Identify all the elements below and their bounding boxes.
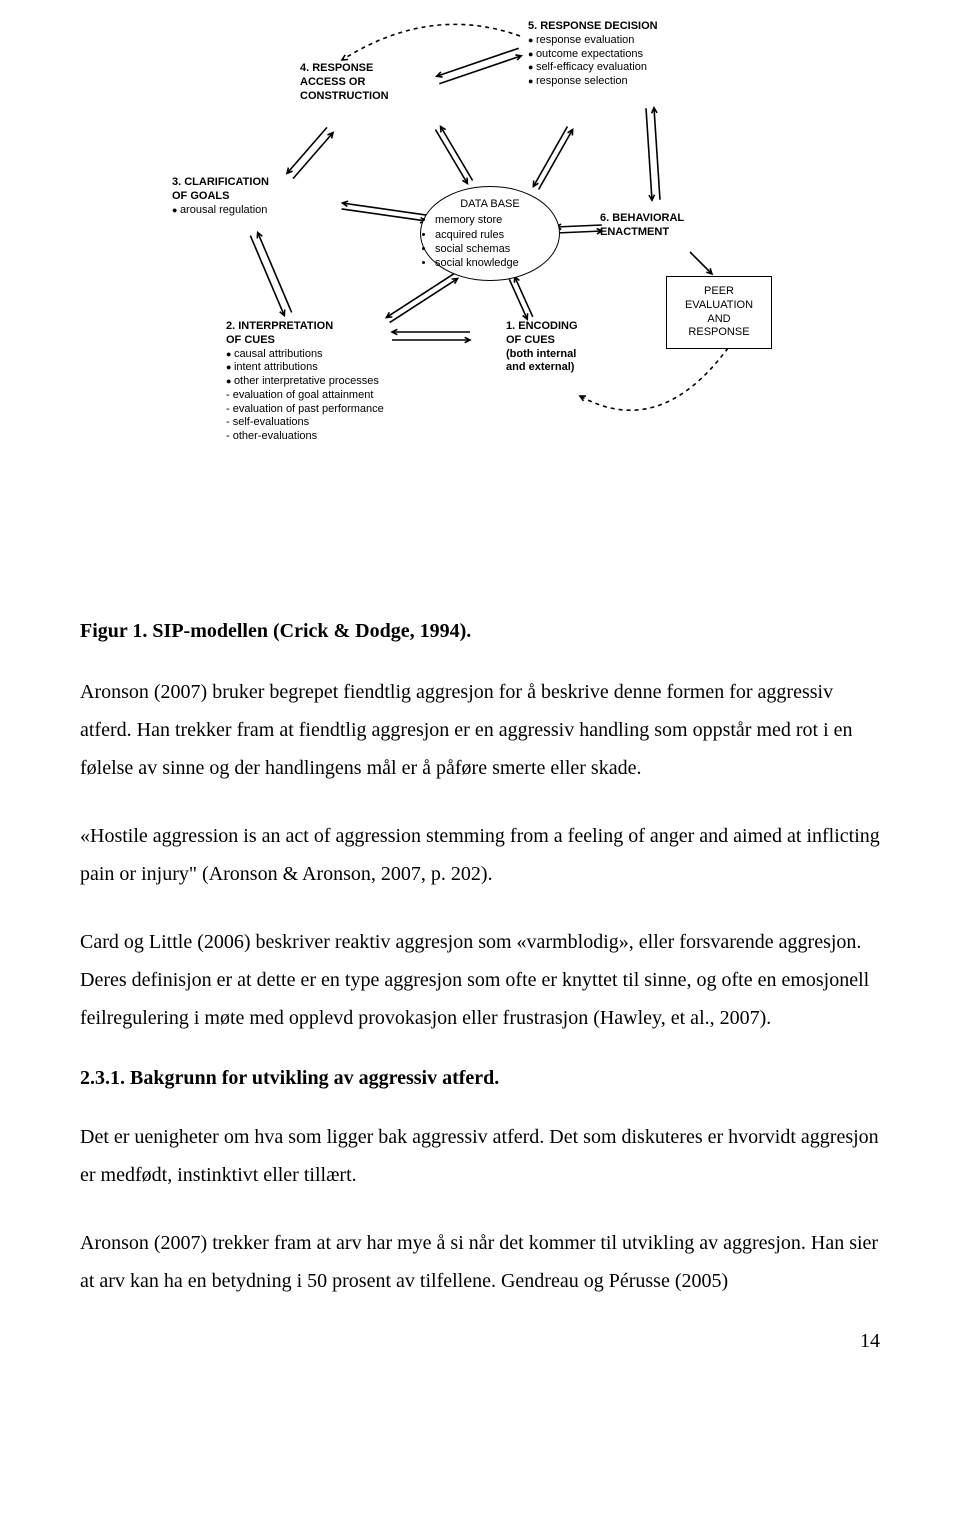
diagram-node-n5: 5. RESPONSE DECISIONresponse evaluationo…: [528, 20, 658, 89]
paragraph-5: Aronson (2007) trekker fram at arv har m…: [80, 1224, 880, 1300]
diagram-node-n1: 1. ENCODING OF CUES (both internal and e…: [506, 320, 578, 375]
paragraph-4: Det er uenigheter om hva som ligger bak …: [80, 1118, 880, 1194]
figure-caption: Figur 1. SIP-modellen (Crick & Dodge, 19…: [80, 620, 880, 643]
paragraph-3: Card og Little (2006) beskriver reaktiv …: [80, 923, 880, 1037]
diagram-node-n2: 2. INTERPRETATION OF CUEScausal attribut…: [226, 320, 384, 444]
sip-model-diagram: DATA BASEmemory storeacquired rulessocia…: [170, 20, 790, 580]
diagram-node-n4: 4. RESPONSE ACCESS OR CONSTRUCTION: [300, 62, 389, 103]
peer-evaluation-box: PEEREVALUATIONANDRESPONSE: [666, 276, 772, 349]
diagram-node-n6: 6. BEHAVIORAL ENACTMENT: [600, 212, 684, 240]
center-database-node: DATA BASEmemory storeacquired rulessocia…: [420, 186, 560, 281]
page-number: 14: [80, 1330, 880, 1353]
diagram-node-n3: 3. CLARIFICATION OF GOALSarousal regulat…: [172, 176, 269, 217]
paragraph-2-quote: «Hostile aggression is an act of aggress…: [80, 817, 880, 893]
paragraph-1: Aronson (2007) bruker begrepet fiendtlig…: [80, 673, 880, 787]
subheading-2-3-1: 2.3.1. Bakgrunn for utvikling av aggress…: [80, 1067, 880, 1090]
